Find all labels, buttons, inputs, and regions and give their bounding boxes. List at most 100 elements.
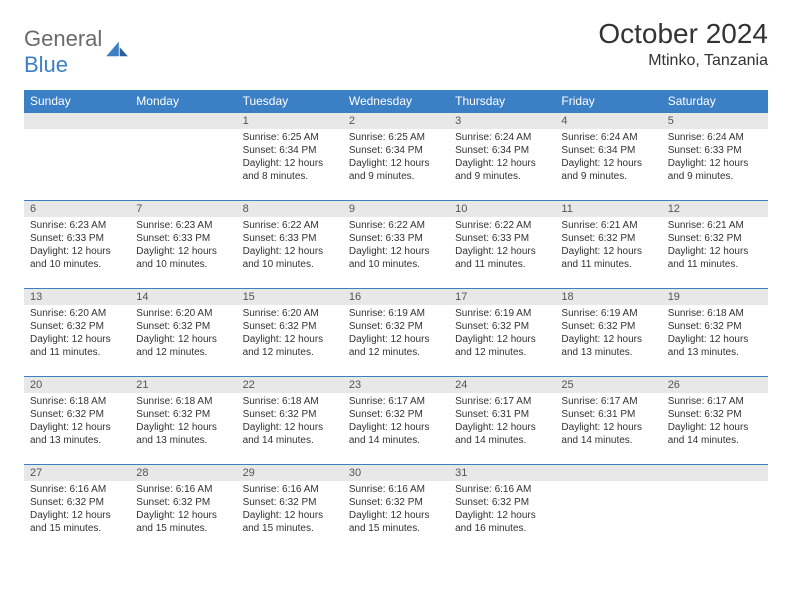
- calendar-cell: 4Sunrise: 6:24 AMSunset: 6:34 PMDaylight…: [555, 113, 661, 201]
- day-body: Sunrise: 6:20 AMSunset: 6:32 PMDaylight:…: [24, 305, 130, 363]
- day-number: 12: [662, 201, 768, 217]
- calendar-cell: 1Sunrise: 6:25 AMSunset: 6:34 PMDaylight…: [237, 113, 343, 201]
- day-body: Sunrise: 6:18 AMSunset: 6:32 PMDaylight:…: [237, 393, 343, 451]
- day-body: Sunrise: 6:18 AMSunset: 6:32 PMDaylight:…: [24, 393, 130, 451]
- day-number: 23: [343, 377, 449, 393]
- day-number: 5: [662, 113, 768, 129]
- day-number: 31: [449, 465, 555, 481]
- calendar-cell: 7Sunrise: 6:23 AMSunset: 6:33 PMDaylight…: [130, 201, 236, 289]
- day-body: Sunrise: 6:19 AMSunset: 6:32 PMDaylight:…: [555, 305, 661, 363]
- day-body: Sunrise: 6:19 AMSunset: 6:32 PMDaylight:…: [449, 305, 555, 363]
- day-number: 26: [662, 377, 768, 393]
- calendar-cell: 29Sunrise: 6:16 AMSunset: 6:32 PMDayligh…: [237, 465, 343, 553]
- calendar-cell: 14Sunrise: 6:20 AMSunset: 6:32 PMDayligh…: [130, 289, 236, 377]
- calendar-row: 20Sunrise: 6:18 AMSunset: 6:32 PMDayligh…: [24, 377, 768, 465]
- calendar-cell: 27Sunrise: 6:16 AMSunset: 6:32 PMDayligh…: [24, 465, 130, 553]
- day-number: 25: [555, 377, 661, 393]
- day-number: 29: [237, 465, 343, 481]
- calendar-cell: [662, 465, 768, 553]
- day-number: 1: [237, 113, 343, 129]
- calendar-row: 27Sunrise: 6:16 AMSunset: 6:32 PMDayligh…: [24, 465, 768, 553]
- calendar-table: SundayMondayTuesdayWednesdayThursdayFrid…: [24, 90, 768, 553]
- day-number: 2: [343, 113, 449, 129]
- calendar-cell: 3Sunrise: 6:24 AMSunset: 6:34 PMDaylight…: [449, 113, 555, 201]
- day-number: [555, 465, 661, 481]
- day-number: 13: [24, 289, 130, 305]
- day-header: Tuesday: [237, 90, 343, 113]
- day-body: Sunrise: 6:16 AMSunset: 6:32 PMDaylight:…: [237, 481, 343, 539]
- day-number: 9: [343, 201, 449, 217]
- brand-word2: Blue: [24, 52, 68, 77]
- day-body: Sunrise: 6:24 AMSunset: 6:33 PMDaylight:…: [662, 129, 768, 187]
- location: Mtinko, Tanzania: [598, 52, 768, 70]
- day-body: Sunrise: 6:23 AMSunset: 6:33 PMDaylight:…: [130, 217, 236, 275]
- day-number: 10: [449, 201, 555, 217]
- calendar-cell: 17Sunrise: 6:19 AMSunset: 6:32 PMDayligh…: [449, 289, 555, 377]
- day-body: Sunrise: 6:19 AMSunset: 6:32 PMDaylight:…: [343, 305, 449, 363]
- calendar-body: 1Sunrise: 6:25 AMSunset: 6:34 PMDaylight…: [24, 113, 768, 553]
- day-header: Monday: [130, 90, 236, 113]
- day-body: Sunrise: 6:22 AMSunset: 6:33 PMDaylight:…: [449, 217, 555, 275]
- calendar-cell: 13Sunrise: 6:20 AMSunset: 6:32 PMDayligh…: [24, 289, 130, 377]
- day-body: Sunrise: 6:22 AMSunset: 6:33 PMDaylight:…: [343, 217, 449, 275]
- calendar-cell: 22Sunrise: 6:18 AMSunset: 6:32 PMDayligh…: [237, 377, 343, 465]
- calendar-cell: 2Sunrise: 6:25 AMSunset: 6:34 PMDaylight…: [343, 113, 449, 201]
- day-number: [662, 465, 768, 481]
- calendar-cell: 12Sunrise: 6:21 AMSunset: 6:32 PMDayligh…: [662, 201, 768, 289]
- day-number: 21: [130, 377, 236, 393]
- day-body: Sunrise: 6:20 AMSunset: 6:32 PMDaylight:…: [237, 305, 343, 363]
- header: General Blue October 2024 Mtinko, Tanzan…: [24, 18, 768, 78]
- calendar-cell: 16Sunrise: 6:19 AMSunset: 6:32 PMDayligh…: [343, 289, 449, 377]
- day-body: Sunrise: 6:16 AMSunset: 6:32 PMDaylight:…: [24, 481, 130, 539]
- calendar-cell: 6Sunrise: 6:23 AMSunset: 6:33 PMDaylight…: [24, 201, 130, 289]
- day-body: Sunrise: 6:18 AMSunset: 6:32 PMDaylight:…: [130, 393, 236, 451]
- day-body: Sunrise: 6:23 AMSunset: 6:33 PMDaylight:…: [24, 217, 130, 275]
- day-body: Sunrise: 6:24 AMSunset: 6:34 PMDaylight:…: [449, 129, 555, 187]
- day-body: Sunrise: 6:17 AMSunset: 6:31 PMDaylight:…: [555, 393, 661, 451]
- day-body: Sunrise: 6:20 AMSunset: 6:32 PMDaylight:…: [130, 305, 236, 363]
- day-body: [662, 481, 768, 487]
- calendar-row: 1Sunrise: 6:25 AMSunset: 6:34 PMDaylight…: [24, 113, 768, 201]
- day-body: Sunrise: 6:24 AMSunset: 6:34 PMDaylight:…: [555, 129, 661, 187]
- calendar-cell: [24, 113, 130, 201]
- calendar-cell: 19Sunrise: 6:18 AMSunset: 6:32 PMDayligh…: [662, 289, 768, 377]
- day-number: 6: [24, 201, 130, 217]
- calendar-cell: 9Sunrise: 6:22 AMSunset: 6:33 PMDaylight…: [343, 201, 449, 289]
- calendar-cell: 21Sunrise: 6:18 AMSunset: 6:32 PMDayligh…: [130, 377, 236, 465]
- day-number: 4: [555, 113, 661, 129]
- day-body: [24, 129, 130, 135]
- day-body: Sunrise: 6:21 AMSunset: 6:32 PMDaylight:…: [662, 217, 768, 275]
- day-number: 16: [343, 289, 449, 305]
- day-header: Sunday: [24, 90, 130, 113]
- calendar-cell: 31Sunrise: 6:16 AMSunset: 6:32 PMDayligh…: [449, 465, 555, 553]
- day-number: 8: [237, 201, 343, 217]
- calendar-cell: [555, 465, 661, 553]
- day-number: [130, 113, 236, 129]
- day-header: Friday: [555, 90, 661, 113]
- calendar-cell: 20Sunrise: 6:18 AMSunset: 6:32 PMDayligh…: [24, 377, 130, 465]
- day-body: [555, 481, 661, 487]
- month-title: October 2024: [598, 18, 768, 50]
- day-number: [24, 113, 130, 129]
- day-body: Sunrise: 6:22 AMSunset: 6:33 PMDaylight:…: [237, 217, 343, 275]
- day-number: 3: [449, 113, 555, 129]
- day-body: [130, 129, 236, 135]
- day-body: Sunrise: 6:25 AMSunset: 6:34 PMDaylight:…: [237, 129, 343, 187]
- calendar-cell: 25Sunrise: 6:17 AMSunset: 6:31 PMDayligh…: [555, 377, 661, 465]
- day-body: Sunrise: 6:17 AMSunset: 6:32 PMDaylight:…: [662, 393, 768, 451]
- calendar-cell: 24Sunrise: 6:17 AMSunset: 6:31 PMDayligh…: [449, 377, 555, 465]
- day-body: Sunrise: 6:21 AMSunset: 6:32 PMDaylight:…: [555, 217, 661, 275]
- calendar-row: 6Sunrise: 6:23 AMSunset: 6:33 PMDaylight…: [24, 201, 768, 289]
- title-block: October 2024 Mtinko, Tanzania: [598, 18, 768, 70]
- day-number: 14: [130, 289, 236, 305]
- day-body: Sunrise: 6:16 AMSunset: 6:32 PMDaylight:…: [130, 481, 236, 539]
- day-number: 17: [449, 289, 555, 305]
- day-body: Sunrise: 6:17 AMSunset: 6:32 PMDaylight:…: [343, 393, 449, 451]
- calendar-cell: 18Sunrise: 6:19 AMSunset: 6:32 PMDayligh…: [555, 289, 661, 377]
- day-header: Thursday: [449, 90, 555, 113]
- calendar-cell: [130, 113, 236, 201]
- day-number: 19: [662, 289, 768, 305]
- day-number: 20: [24, 377, 130, 393]
- day-number: 18: [555, 289, 661, 305]
- day-header: Wednesday: [343, 90, 449, 113]
